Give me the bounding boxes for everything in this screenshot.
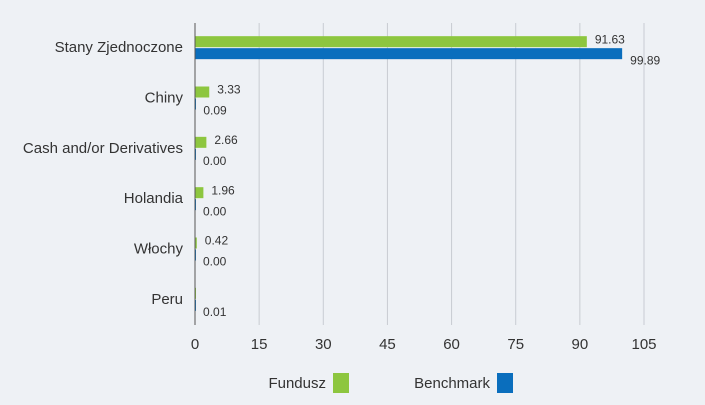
value-label: 0.09 [203,104,227,118]
bar [195,136,207,148]
bar [195,36,587,48]
bar [195,48,623,60]
value-label: 0.00 [203,255,227,269]
legend-swatch [333,373,349,393]
bar [195,86,210,98]
x-tick-label: 45 [379,336,396,353]
y-tick-label: Chiny [145,89,184,106]
x-tick-label: 15 [251,336,268,353]
legend-label: Fundusz [268,375,326,392]
bar [195,237,197,249]
value-label: 99.89 [630,53,660,67]
bar [195,187,204,199]
x-tick-label: 105 [631,336,656,353]
legend-swatch [497,373,513,393]
y-tick-label: Peru [151,291,183,308]
y-tick-label: Włochy [134,240,184,257]
x-tick-label: 30 [315,336,332,353]
value-label: 3.33 [217,83,241,97]
x-tick-label: 75 [507,336,524,353]
value-label: 0.01 [203,305,227,319]
x-tick-label: 90 [572,336,589,353]
value-label: 0.00 [203,204,227,218]
y-tick-label: Stany Zjednoczone [55,39,183,56]
y-tick-label: Cash and/or Derivatives [23,140,183,157]
y-tick-label: Holandia [124,190,184,207]
value-label: 2.66 [214,133,238,147]
x-tick-label: 60 [443,336,460,353]
value-label: 0.42 [205,234,229,248]
value-label: 91.63 [595,32,625,46]
value-label: 0.00 [203,154,227,168]
value-label: 1.96 [211,183,235,197]
x-tick-label: 0 [191,336,199,353]
legend-label: Benchmark [414,375,490,392]
